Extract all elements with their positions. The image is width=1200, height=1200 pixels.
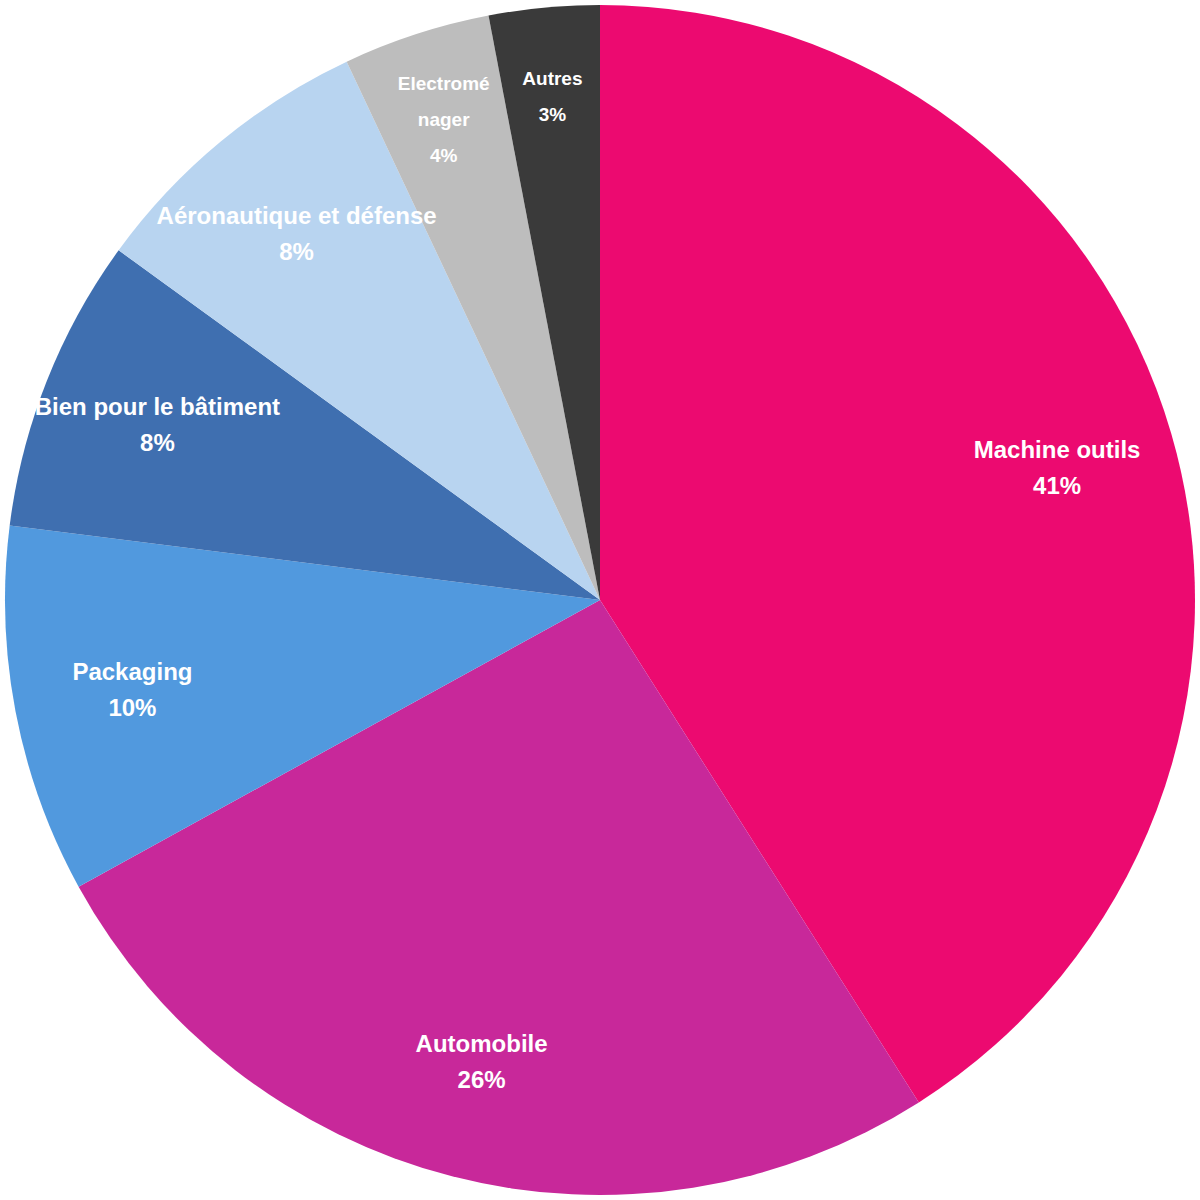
svg-text:Machine outils: Machine outils: [974, 436, 1141, 463]
svg-text:8%: 8%: [140, 429, 175, 456]
svg-text:nager: nager: [418, 109, 470, 130]
svg-text:Automobile: Automobile: [416, 1030, 548, 1057]
svg-text:Packaging: Packaging: [72, 658, 192, 685]
svg-text:26%: 26%: [458, 1066, 506, 1093]
svg-text:Electromé: Electromé: [398, 73, 490, 94]
svg-text:10%: 10%: [108, 694, 156, 721]
svg-text:4%: 4%: [430, 145, 458, 166]
svg-text:Bien pour le bâtiment: Bien pour le bâtiment: [35, 393, 280, 420]
svg-text:8%: 8%: [279, 238, 314, 265]
svg-text:Aéronautique et défense: Aéronautique et défense: [157, 202, 437, 229]
svg-text:41%: 41%: [1033, 472, 1081, 499]
svg-text:Autres: Autres: [522, 68, 582, 89]
svg-text:3%: 3%: [539, 104, 567, 125]
